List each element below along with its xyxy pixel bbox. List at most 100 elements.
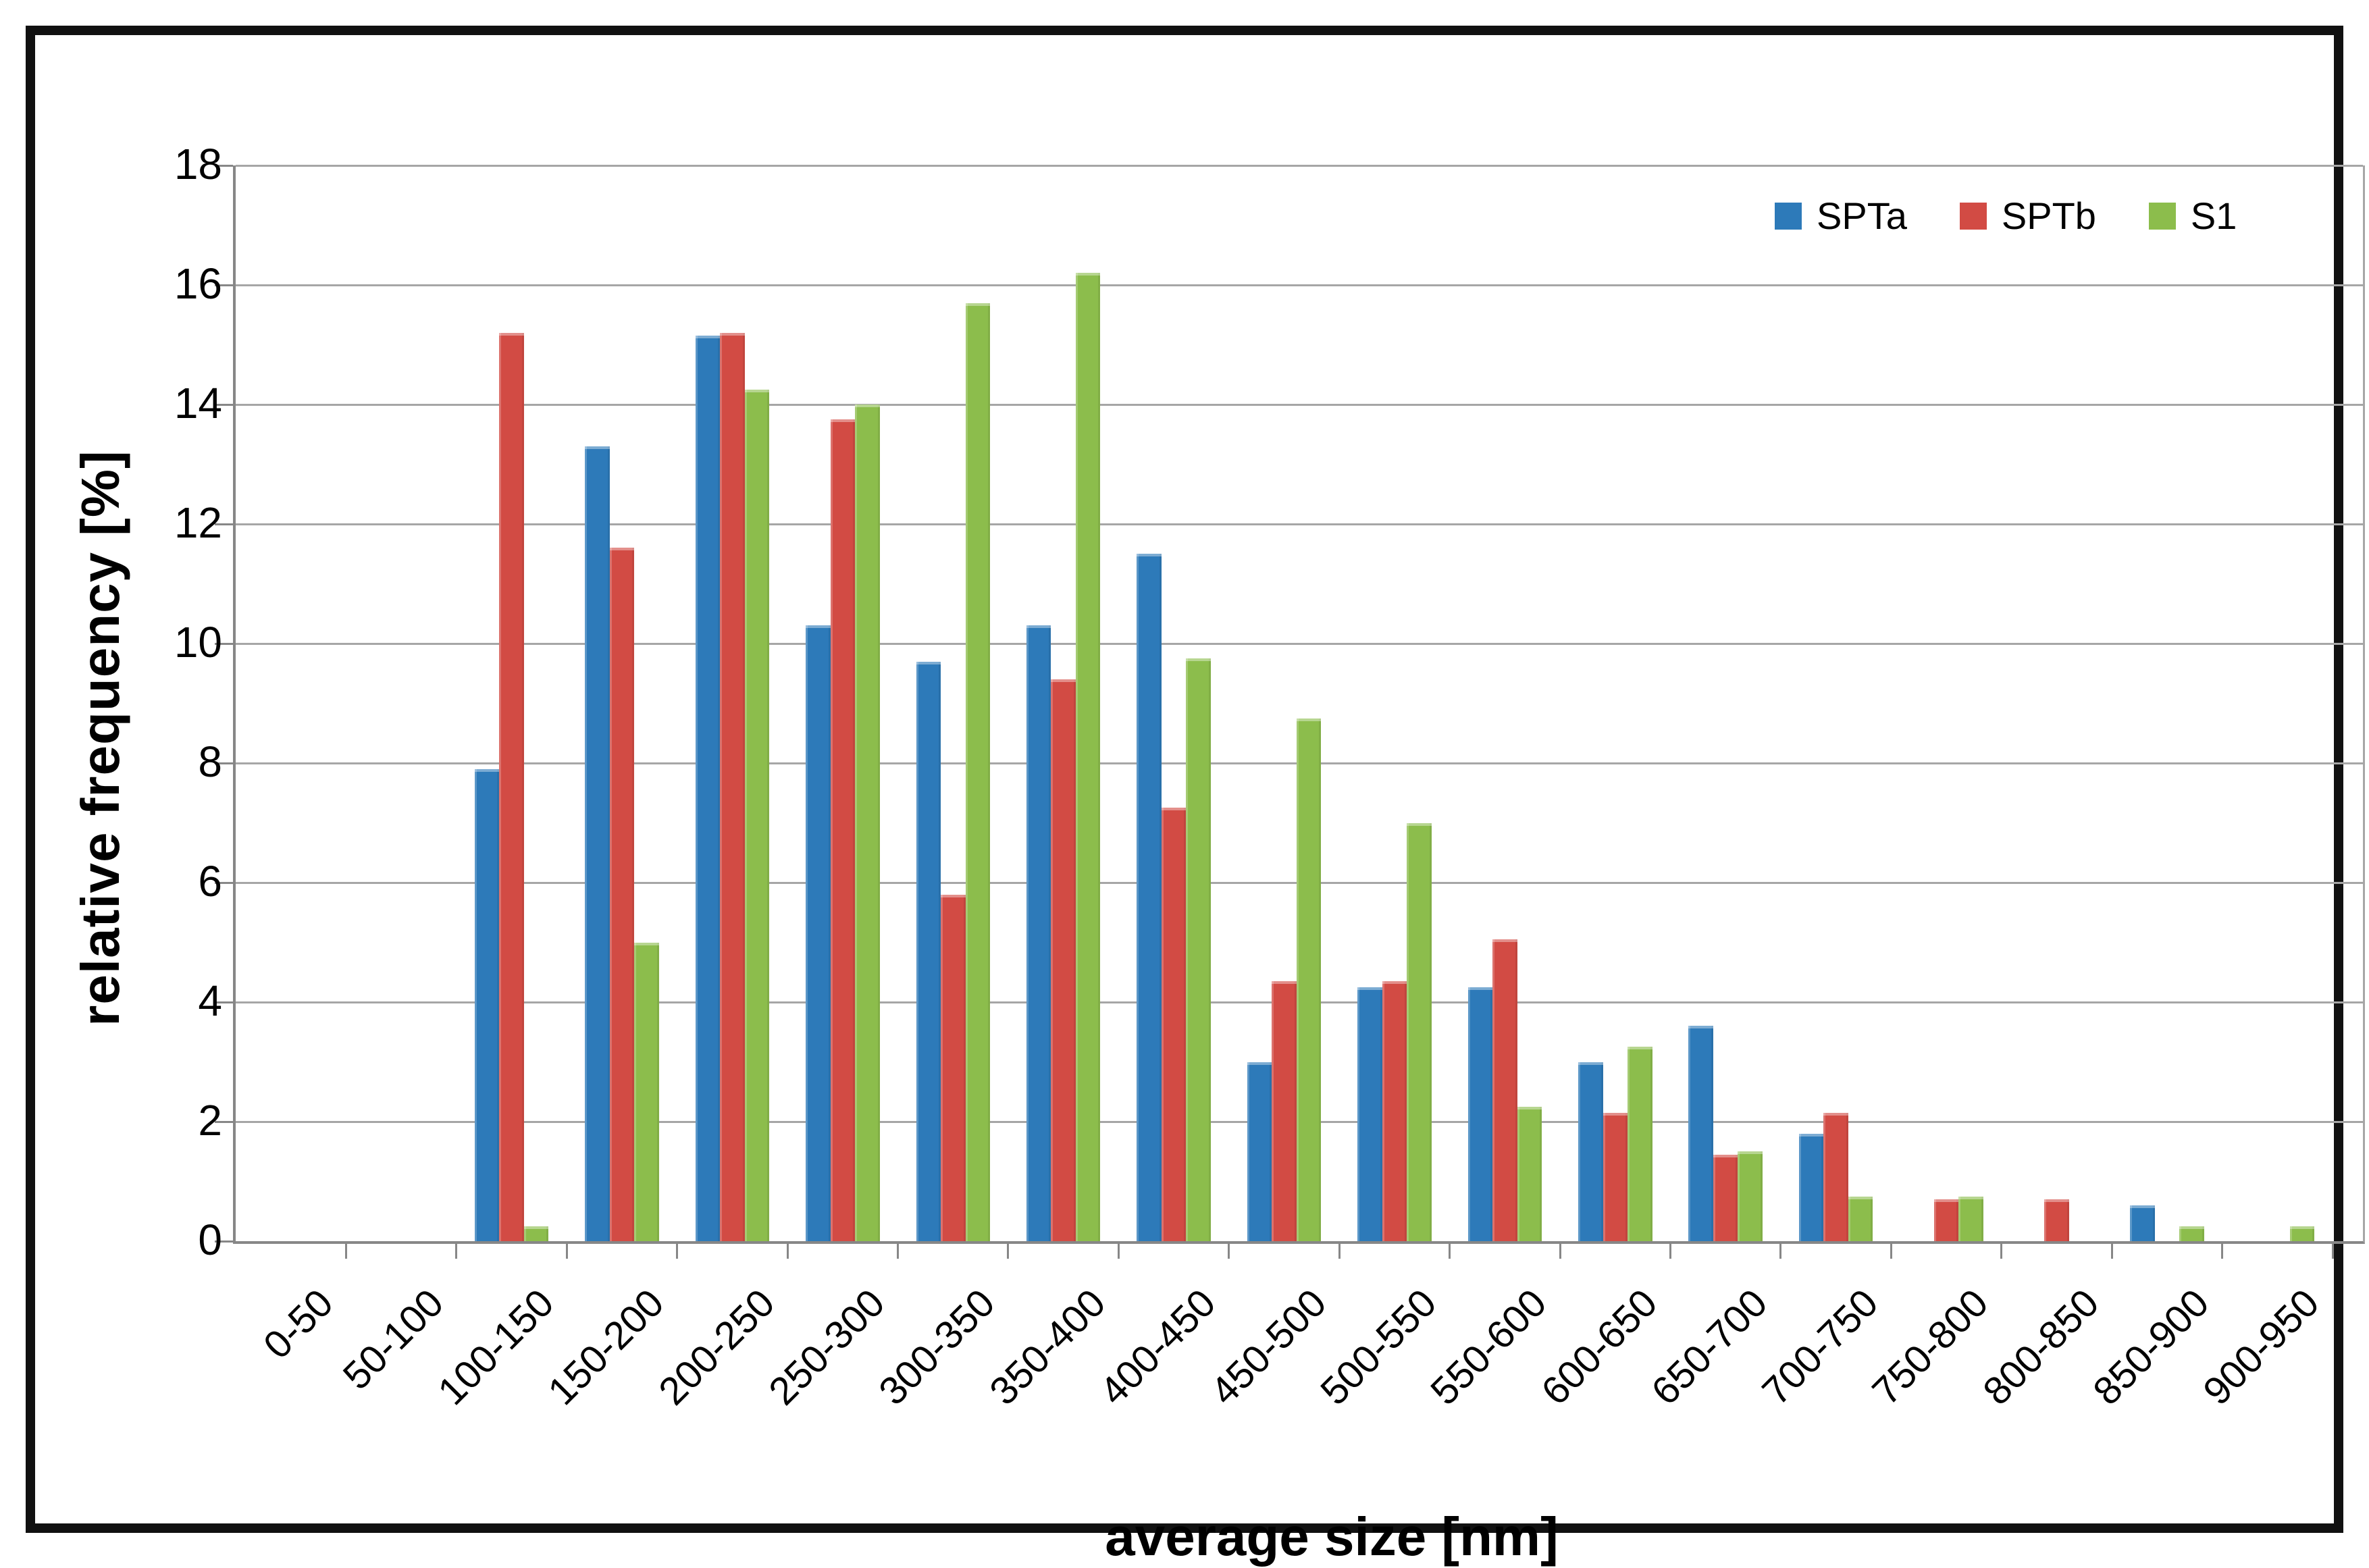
legend-swatch-SPTa bbox=[1775, 203, 1802, 230]
x-tick-8 bbox=[1117, 1241, 1120, 1259]
y-tick-label-12: 12 bbox=[174, 498, 222, 547]
x-tick-10 bbox=[1338, 1241, 1340, 1259]
category-250-300 bbox=[787, 165, 897, 1241]
bar-SPTa-600-650 bbox=[1578, 1062, 1603, 1241]
bar-S1-350-400 bbox=[1075, 273, 1101, 1241]
bar-S1-450-500 bbox=[1296, 718, 1322, 1241]
bar-SPTa-350-400 bbox=[1026, 625, 1051, 1241]
bar-S1-900-950 bbox=[2289, 1226, 2315, 1241]
bar-S1-550-600 bbox=[1517, 1106, 1542, 1241]
bar-SPTa-200-250 bbox=[695, 336, 721, 1241]
bar-SPTb-550-600 bbox=[1492, 939, 1517, 1241]
y-tick-14 bbox=[215, 403, 233, 406]
legend: SPTa SPTb S1 bbox=[1775, 197, 2237, 235]
x-label-900-950: 900-950 bbox=[2195, 1280, 2328, 1414]
bar-SPTa-500-550 bbox=[1357, 987, 1382, 1241]
x-tick-15 bbox=[1890, 1241, 1892, 1259]
x-tick-19 bbox=[2331, 1241, 2334, 1259]
bar-SPTb-200-250 bbox=[720, 332, 745, 1241]
x-tick-14 bbox=[1779, 1241, 1782, 1259]
x-tick-3 bbox=[565, 1241, 568, 1259]
bar-cluster-850-900 bbox=[2130, 165, 2204, 1241]
bar-cluster-700-750 bbox=[1798, 165, 1873, 1241]
x-label-250-300: 250-300 bbox=[760, 1280, 893, 1414]
legend-label-SPTb: SPTb bbox=[2001, 194, 2096, 237]
x-tick-6 bbox=[897, 1241, 900, 1259]
bar-cluster-450-500 bbox=[1247, 165, 1322, 1241]
category-450-500 bbox=[1229, 165, 1339, 1241]
x-label-100-150: 100-150 bbox=[429, 1280, 563, 1414]
bar-cluster-600-650 bbox=[1578, 165, 1652, 1241]
x-label-850-900: 850-900 bbox=[2085, 1280, 2218, 1414]
bar-cluster-500-550 bbox=[1357, 165, 1432, 1241]
bar-S1-600-650 bbox=[1628, 1047, 1652, 1241]
category-500-550 bbox=[1339, 165, 1449, 1241]
x-tick-12 bbox=[1559, 1241, 1561, 1259]
category-50-100 bbox=[346, 165, 456, 1241]
bar-SPTa-700-750 bbox=[1798, 1133, 1824, 1241]
x-label-200-250: 200-250 bbox=[650, 1280, 783, 1414]
bar-SPTb-750-800 bbox=[1933, 1199, 1959, 1241]
category-200-250 bbox=[677, 165, 787, 1241]
category-750-800 bbox=[1891, 165, 2001, 1241]
x-label-150-200: 150-200 bbox=[540, 1280, 673, 1414]
x-axis-labels: 0-50 50-100 100-150 150-200 200-250 250-300 30… bbox=[236, 1241, 2333, 1444]
bar-SPTa-150-200 bbox=[585, 446, 610, 1241]
x-label-350-400: 350-400 bbox=[981, 1280, 1114, 1414]
bar-SPTb-300-350 bbox=[941, 894, 966, 1241]
y-tick-label-4: 4 bbox=[198, 976, 222, 1025]
y-tick-label-10: 10 bbox=[174, 618, 222, 667]
y-tick-6 bbox=[215, 881, 233, 884]
bar-cluster-200-250 bbox=[695, 165, 770, 1241]
y-tick-10 bbox=[215, 642, 233, 645]
bar-SPTa-400-450 bbox=[1137, 554, 1162, 1241]
x-label-650-700: 650-700 bbox=[1643, 1280, 1776, 1414]
y-tick-18 bbox=[215, 164, 233, 167]
chart-outer-frame: relative frequency [%] average size [nm] bbox=[26, 26, 2343, 1567]
category-700-750 bbox=[1781, 165, 1891, 1241]
bar-SPTb-500-550 bbox=[1382, 981, 1407, 1241]
gridline-y14 bbox=[236, 403, 2363, 406]
category-650-700 bbox=[1670, 165, 1780, 1241]
gridline-y10 bbox=[236, 642, 2363, 645]
gridline-y12 bbox=[236, 523, 2363, 525]
bar-SPTb-400-450 bbox=[1161, 808, 1187, 1241]
legend-label-SPTa: SPTa bbox=[1817, 194, 1907, 237]
gridline-y16 bbox=[236, 284, 2363, 286]
bar-SPTb-450-500 bbox=[1272, 981, 1297, 1241]
x-label-550-600: 550-600 bbox=[1422, 1280, 1556, 1414]
bar-SPTb-250-300 bbox=[830, 419, 856, 1241]
bar-cluster-150-200 bbox=[585, 165, 659, 1241]
bar-cluster-350-400 bbox=[1026, 165, 1101, 1241]
bar-S1-700-750 bbox=[1848, 1196, 1873, 1241]
x-tick-11 bbox=[1449, 1241, 1451, 1259]
x-label-300-350: 300-350 bbox=[870, 1280, 1004, 1414]
category-550-600 bbox=[1450, 165, 1560, 1241]
bar-SPTb-650-700 bbox=[1713, 1154, 1738, 1241]
x-label-400-450: 400-450 bbox=[1091, 1280, 1224, 1414]
bar-cluster-550-600 bbox=[1467, 165, 1542, 1241]
bar-SPTb-700-750 bbox=[1823, 1112, 1848, 1241]
bar-S1-250-300 bbox=[855, 404, 880, 1241]
category-850-900 bbox=[2112, 165, 2222, 1241]
bar-cluster-400-450 bbox=[1137, 165, 1211, 1241]
category-350-400 bbox=[1008, 165, 1118, 1241]
y-tick-label-0: 0 bbox=[198, 1216, 222, 1264]
bar-cluster-250-300 bbox=[806, 165, 880, 1241]
y-tick-2 bbox=[215, 1120, 233, 1123]
category-900-950 bbox=[2222, 165, 2333, 1241]
bar-cluster-100-150 bbox=[474, 165, 549, 1241]
y-tick-label-14: 14 bbox=[174, 379, 222, 427]
y-tick-label-18: 18 bbox=[174, 140, 222, 188]
x-label-600-650: 600-650 bbox=[1532, 1280, 1666, 1414]
bar-S1-750-800 bbox=[1958, 1196, 1983, 1241]
plot-area: 0 2 4 6 8 10 12 14 16 18 0-50 50-100 100-150 150-200… bbox=[174, 142, 2365, 1413]
bar-series-layer bbox=[236, 165, 2333, 1241]
bar-cluster-0-50 bbox=[254, 165, 328, 1241]
x-label-800-850: 800-850 bbox=[1974, 1280, 2108, 1414]
x-tick-17 bbox=[2110, 1241, 2113, 1259]
bar-SPTa-650-700 bbox=[1688, 1026, 1713, 1241]
bar-S1-850-900 bbox=[2179, 1226, 2204, 1241]
x-label-700-750: 700-750 bbox=[1753, 1280, 1887, 1414]
x-tick-18 bbox=[2221, 1241, 2224, 1259]
